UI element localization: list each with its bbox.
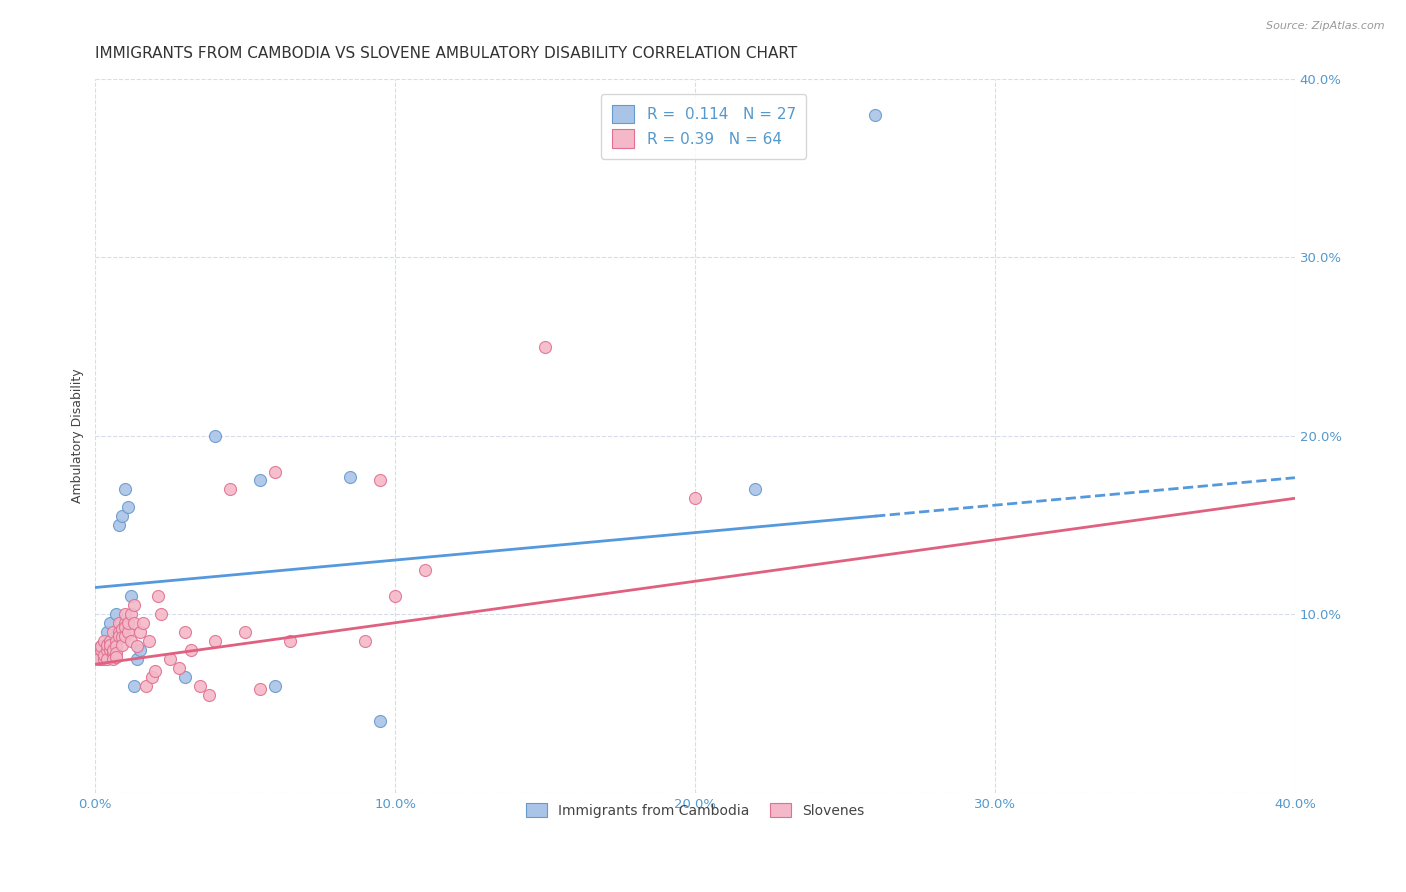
Point [278, 634, 301, 648]
Point [93, 638, 115, 652]
Point [87, 643, 110, 657]
Text: Source: ZipAtlas.com: Source: ZipAtlas.com [1267, 21, 1385, 30]
Point [105, 640, 128, 654]
Point [90, 643, 112, 657]
Point [534, 340, 557, 354]
Point [120, 590, 142, 604]
Point [114, 616, 136, 631]
Point [264, 679, 287, 693]
Point [87, 652, 110, 666]
Point [96, 638, 118, 652]
Point [132, 616, 155, 631]
Point [120, 607, 142, 622]
Point [96, 652, 118, 666]
Point [111, 622, 134, 636]
Y-axis label: Ambulatory Disability: Ambulatory Disability [72, 368, 84, 503]
Point [90, 640, 112, 654]
Point [117, 625, 139, 640]
Point [117, 616, 139, 631]
Point [124, 599, 146, 613]
Point [143, 665, 166, 679]
Point [174, 670, 197, 684]
Point [105, 634, 128, 648]
Point [264, 465, 287, 479]
Point [204, 634, 226, 648]
Point [105, 647, 128, 661]
Point [98, 616, 121, 631]
Point [90, 640, 112, 654]
Point [111, 638, 134, 652]
Point [98, 634, 121, 648]
Point [683, 491, 706, 506]
Point [93, 652, 115, 666]
Point [219, 483, 242, 497]
Point [98, 638, 121, 652]
Point [111, 631, 134, 645]
Point [108, 518, 131, 533]
Point [368, 474, 391, 488]
Point [105, 629, 128, 643]
Text: IMMIGRANTS FROM CAMBODIA VS SLOVENE AMBULATORY DISABILITY CORRELATION CHART: IMMIGRANTS FROM CAMBODIA VS SLOVENE AMBU… [96, 46, 797, 62]
Point [169, 661, 191, 675]
Legend: Immigrants from Cambodia, Slovenes: Immigrants from Cambodia, Slovenes [519, 797, 872, 825]
Point [129, 643, 152, 657]
Point [114, 620, 136, 634]
Point [108, 625, 131, 640]
Point [188, 679, 211, 693]
Point [124, 616, 146, 631]
Point [103, 643, 125, 657]
Point [90, 652, 112, 666]
Point [108, 616, 131, 631]
Point [114, 629, 136, 643]
Point [103, 652, 125, 666]
Point [98, 636, 121, 650]
Point [368, 714, 391, 729]
Point [138, 634, 160, 648]
Point [120, 634, 142, 648]
Point [249, 474, 271, 488]
Point [159, 652, 181, 666]
Point [233, 625, 256, 640]
Point [150, 607, 173, 622]
Point [114, 483, 136, 497]
Point [98, 643, 121, 657]
Point [93, 648, 115, 663]
Point [180, 643, 202, 657]
Point [413, 563, 436, 577]
Point [141, 670, 163, 684]
Point [103, 634, 125, 648]
Point [127, 640, 149, 654]
Point [198, 688, 221, 702]
Point [339, 470, 361, 484]
Point [129, 625, 152, 640]
Point [108, 629, 131, 643]
Point [174, 625, 197, 640]
Point [354, 634, 377, 648]
Point [127, 652, 149, 666]
Point [863, 108, 886, 122]
Point [93, 650, 115, 665]
Point [103, 625, 125, 640]
Point [103, 647, 125, 661]
Point [148, 590, 170, 604]
Point [105, 607, 128, 622]
Point [96, 643, 118, 657]
Point [124, 679, 146, 693]
Point [204, 429, 226, 443]
Point [744, 483, 766, 497]
Point [96, 625, 118, 640]
Point [249, 682, 271, 697]
Point [384, 590, 406, 604]
Point [117, 500, 139, 515]
Point [135, 679, 157, 693]
Point [93, 634, 115, 648]
Point [87, 643, 110, 657]
Point [114, 607, 136, 622]
Point [111, 509, 134, 524]
Point [105, 650, 128, 665]
